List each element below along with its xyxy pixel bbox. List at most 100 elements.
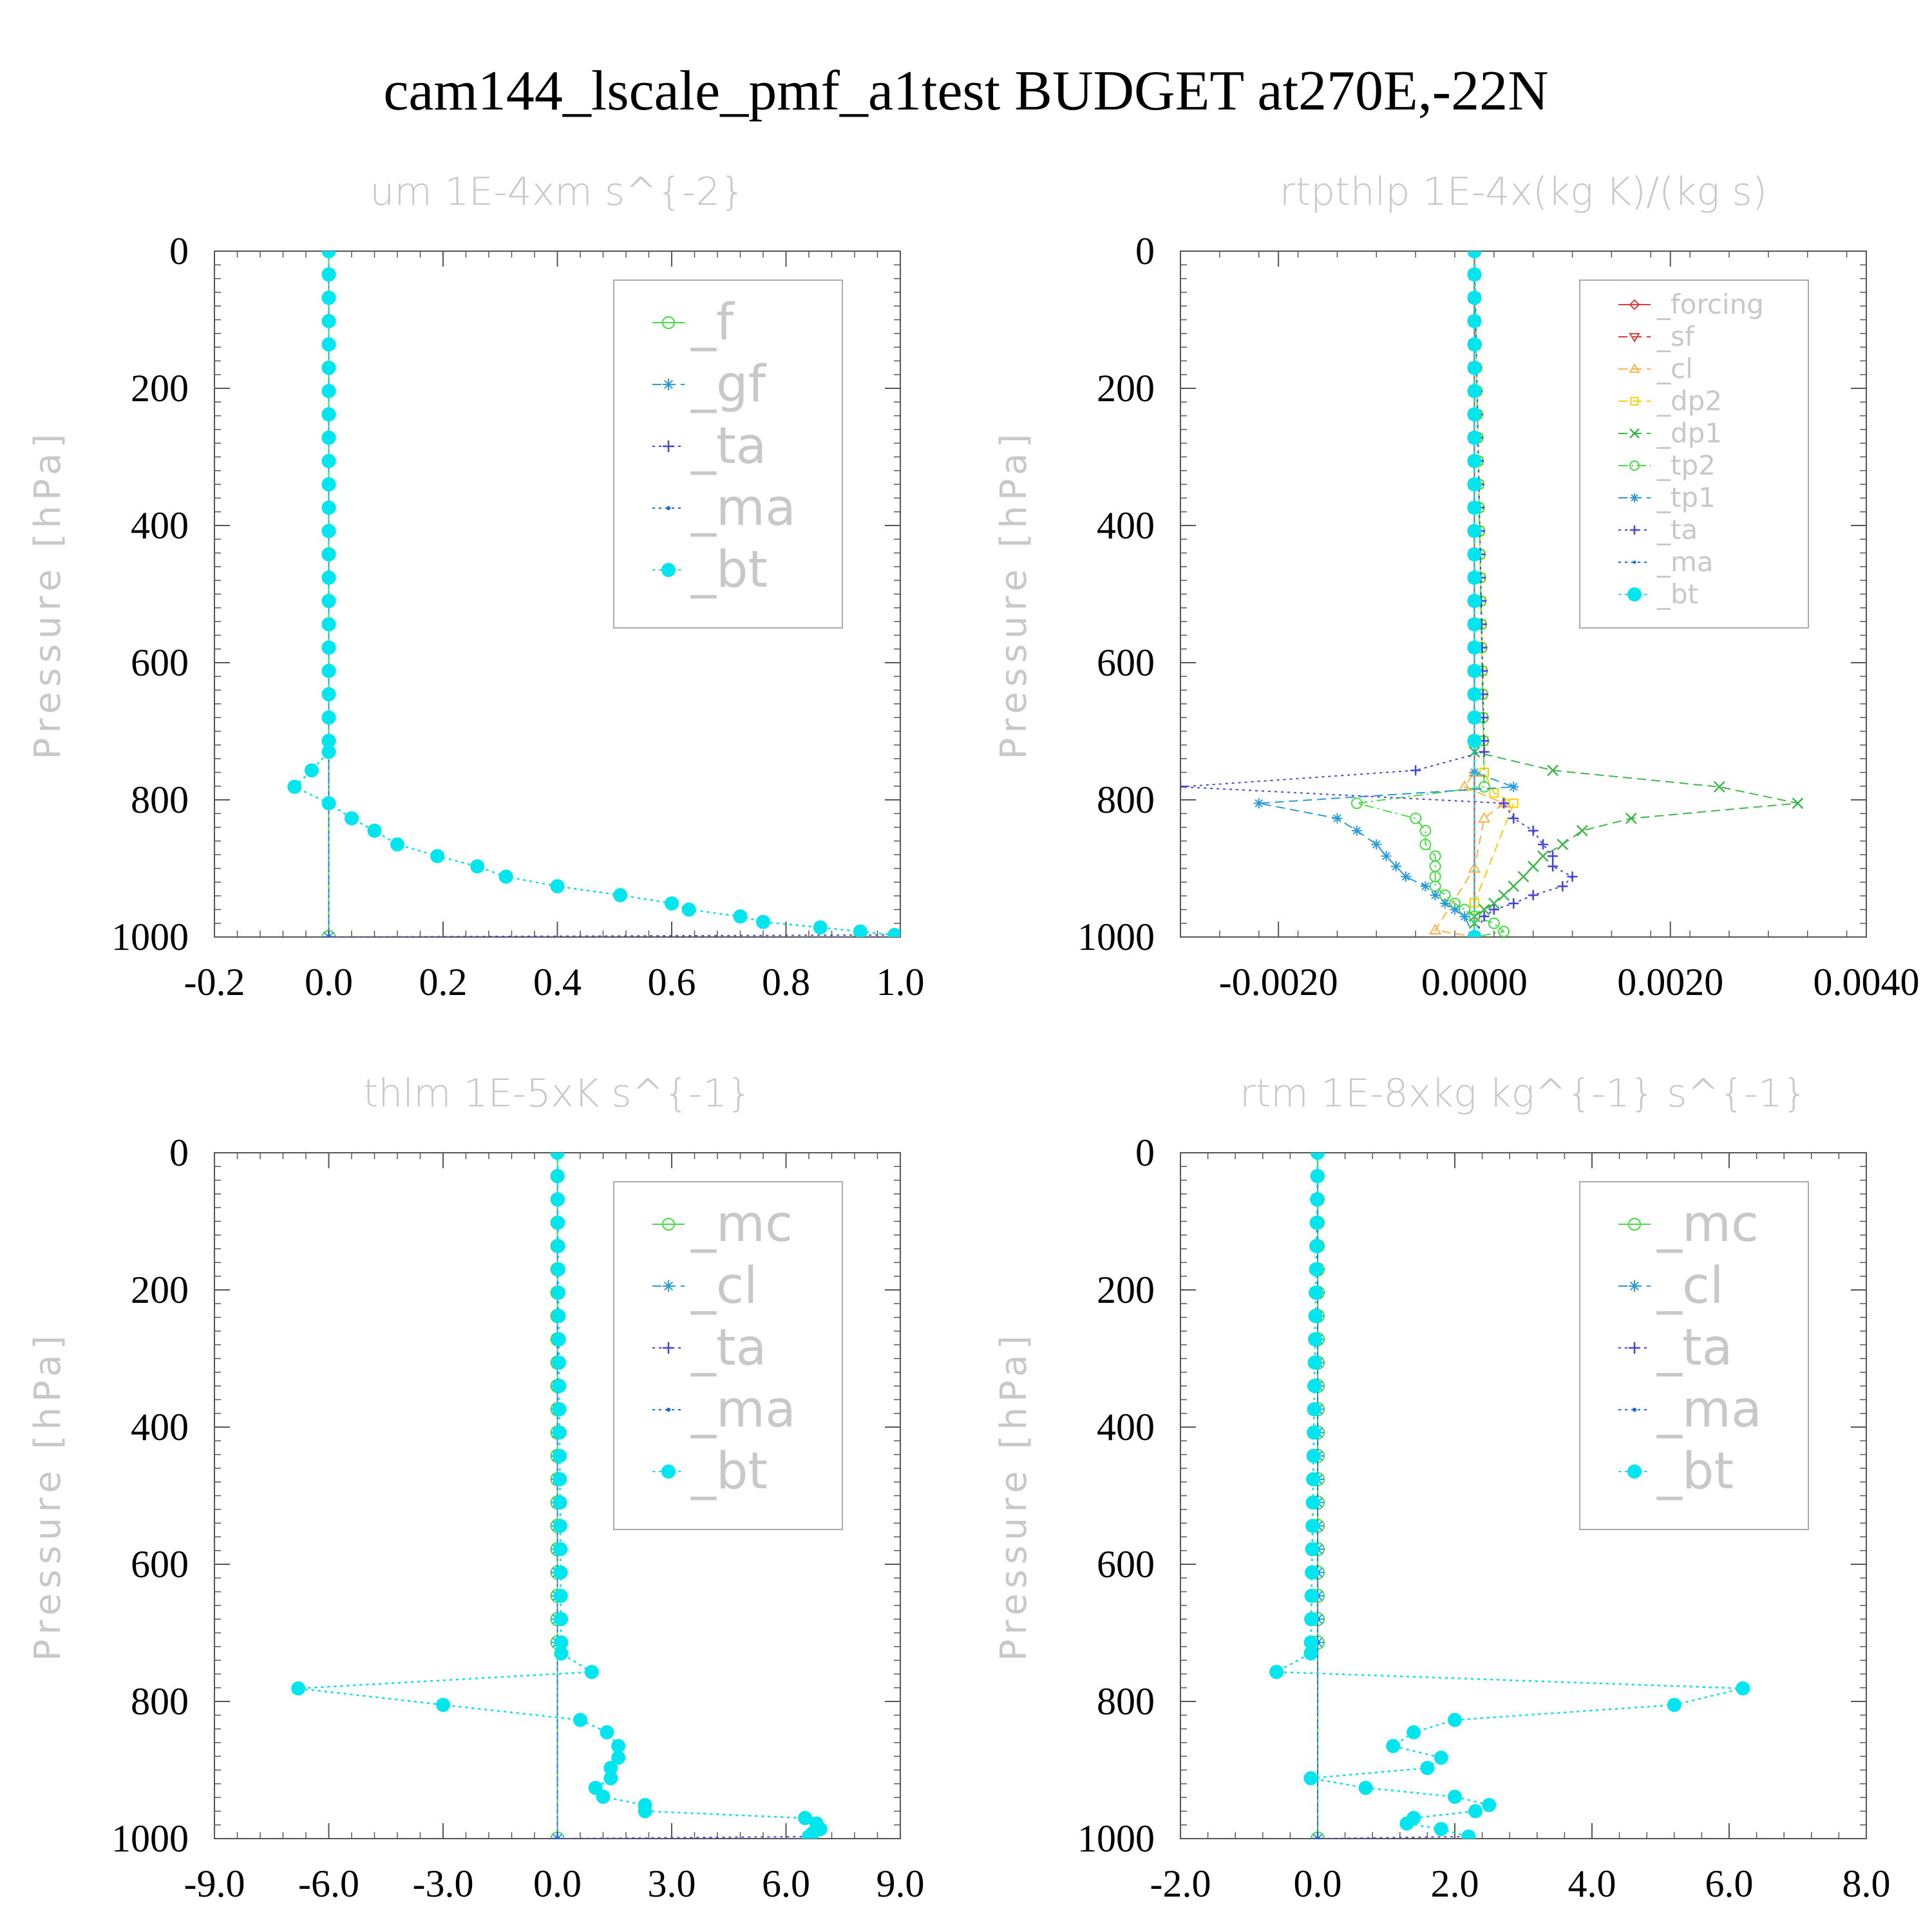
marker-filled-circle: [553, 1448, 567, 1463]
legend-item: _ta: [652, 1319, 766, 1377]
marker-filled-circle: [798, 1811, 813, 1826]
marker-filled-circle: [584, 1665, 599, 1680]
legend-item: _forcing: [1618, 289, 1764, 320]
marker-filled-circle: [321, 430, 336, 445]
marker-dot: [1633, 560, 1636, 564]
panel-title: rtpthlp 1E-4x(kg K)/(kg s): [1280, 169, 1767, 214]
marker-filled-circle: [321, 267, 336, 282]
series-group: [1180, 251, 1804, 937]
marker-filled-circle: [287, 779, 302, 794]
marker-x: [1517, 871, 1530, 883]
legend-item: _ma: [652, 1381, 796, 1439]
marker-triangle-up: [1629, 363, 1640, 373]
series-group: [287, 251, 900, 937]
legend-label: _bt: [1656, 1443, 1734, 1501]
legend-label: _ta: [1656, 514, 1698, 545]
legend: _mc_cl_ta_ma_bt: [1579, 1181, 1809, 1530]
marker-filled-circle: [1303, 1635, 1318, 1650]
marker-filled-circle: [1467, 430, 1482, 445]
x-tick-label: -6.0: [298, 1862, 359, 1905]
marker-filled-circle: [1309, 1285, 1323, 1300]
marker-star: [1253, 798, 1264, 809]
marker-filled-circle: [321, 570, 336, 585]
marker-filled-circle: [1467, 251, 1482, 258]
y-tick-label: 1000: [111, 916, 189, 958]
marker-filled-circle: [1304, 1588, 1319, 1603]
series-bt: [291, 1153, 828, 1839]
panel-title: um 1E-4xm s^{-2}: [370, 169, 744, 214]
legend-label: _cl: [1656, 1257, 1724, 1315]
marker-square: [1508, 798, 1519, 808]
marker-filled-circle: [321, 384, 336, 399]
marker-filled-circle: [321, 710, 336, 725]
marker-filled-circle: [554, 1612, 569, 1627]
legend-item: _tp1: [1618, 482, 1716, 513]
marker-plus: [1630, 526, 1639, 535]
marker-filled-circle: [1386, 1739, 1401, 1754]
legend-label: _ma: [690, 479, 796, 537]
marker-filled-circle: [1467, 617, 1482, 632]
y-tick-label: 600: [1097, 1543, 1155, 1586]
marker-triangle-up: [1468, 862, 1481, 873]
legend-label: _sf: [1656, 321, 1695, 352]
marker-filled-circle: [1467, 267, 1482, 282]
marker-plus: [663, 440, 674, 452]
marker-filled-circle: [552, 1379, 567, 1394]
marker-filled-circle: [1309, 1215, 1324, 1230]
marker-filled-circle: [887, 927, 900, 937]
marker-filled-circle: [470, 859, 485, 874]
legend-item: _ma: [652, 479, 796, 537]
x-tick-label: 3.0: [648, 1862, 696, 1905]
y-tick-label: 400: [1097, 504, 1155, 547]
marker-filled-circle: [553, 1542, 568, 1557]
marker-filled-circle: [553, 1588, 568, 1603]
marker-plus: [1479, 746, 1490, 757]
marker-plus: [1629, 1342, 1640, 1354]
marker-triangle-up: [1428, 923, 1442, 934]
marker-filled-circle: [1467, 407, 1482, 422]
x-tick-label: 6.0: [762, 1862, 810, 1905]
x-tick-label: 4.0: [1568, 1862, 1616, 1905]
marker-filled-circle: [1307, 1355, 1322, 1370]
marker-filled-circle: [613, 888, 628, 903]
marker-filled-circle: [321, 594, 336, 609]
marker-x: [1625, 812, 1637, 824]
marker-x: [1713, 781, 1725, 793]
legend-item: _dp1: [1618, 417, 1722, 449]
marker-filled-circle: [551, 1192, 565, 1207]
marker-filled-circle: [551, 1355, 566, 1370]
marker-filled-circle: [321, 547, 336, 562]
marker-filled-circle: [321, 744, 336, 759]
marker-x: [1557, 838, 1569, 851]
marker-filled-circle: [550, 1169, 565, 1184]
marker-filled-circle: [1627, 1464, 1642, 1479]
marker-filled-circle: [1310, 1169, 1325, 1184]
marker-filled-circle: [554, 1635, 569, 1650]
marker-filled-circle: [1482, 1797, 1497, 1812]
y-tick-label: 200: [1097, 367, 1155, 410]
marker-x: [1792, 797, 1804, 810]
legend-label: _forcing: [1656, 289, 1764, 320]
series-group: [1269, 1153, 1750, 1839]
marker-filled-circle: [321, 734, 336, 748]
y-tick-label: 800: [1097, 1680, 1155, 1723]
marker-filled-circle: [550, 879, 565, 894]
marker-circle: [662, 316, 675, 329]
marker-filled-circle: [321, 617, 336, 632]
marker-star: [1371, 839, 1382, 850]
legend-item: _ma: [1618, 546, 1714, 578]
marker-plus: [1499, 798, 1510, 809]
legend-item: _bt: [652, 1443, 768, 1501]
marker-filled-circle: [554, 1646, 569, 1661]
marker-circle: [1488, 917, 1500, 929]
marker-plus: [1508, 813, 1519, 824]
marker-plus: [551, 1832, 564, 1839]
marker-circle: [1419, 838, 1432, 851]
marker-filled-circle: [756, 914, 770, 929]
marker-filled-circle: [802, 1829, 816, 1839]
marker-filled-circle: [1467, 314, 1482, 328]
panels: um 1E-4xm s^{-2} Pressure [hPa] 0 200 400 600…: [27, 169, 1920, 1905]
marker-plus: [1488, 904, 1499, 915]
marker-x: [1527, 860, 1539, 873]
y-tick-label: 0: [169, 1132, 189, 1174]
